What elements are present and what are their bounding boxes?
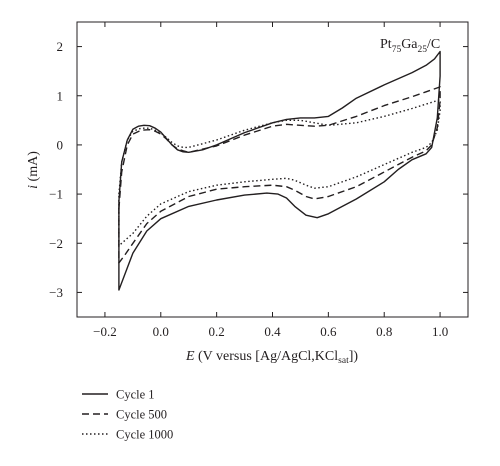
x-tick-label: 1.0 xyxy=(432,324,448,339)
legend: Cycle 1 Cycle 500 Cycle 1000 xyxy=(82,388,173,442)
y-tick-label: 1 xyxy=(57,88,64,103)
legend-label: Cycle 500 xyxy=(116,408,167,422)
y-tick-label: −1 xyxy=(49,187,63,202)
series-line-cycle-1 xyxy=(118,50,441,291)
series-line-cycle-500 xyxy=(118,86,441,264)
tick-marks xyxy=(77,22,468,317)
catalyst-annotation: Pt75Ga25/C xyxy=(380,37,440,55)
y-tick-label: −2 xyxy=(49,236,63,251)
y-axis-label: i (mA) xyxy=(26,151,41,189)
x-tick-label: 0.4 xyxy=(264,324,281,339)
x-tick-labels: −0.2 0.0 0.2 0.4 0.6 0.8 1.0 xyxy=(93,324,448,339)
x-tick-label: −0.2 xyxy=(93,324,117,339)
y-tick-label: −3 xyxy=(49,285,63,300)
y-tick-labels: −3 −2 −1 0 1 2 xyxy=(49,39,63,300)
y-tick-label: 2 xyxy=(57,39,64,54)
legend-label: Cycle 1 xyxy=(116,388,155,402)
y-tick-label: 0 xyxy=(57,137,64,152)
legend-label: Cycle 1000 xyxy=(116,428,173,442)
plot-frame xyxy=(76,21,469,318)
x-tick-label: 0.8 xyxy=(376,324,392,339)
x-tick-label: 0.2 xyxy=(209,324,225,339)
x-axis-label: E (V versus [Ag/AgCl,KClsat]) xyxy=(185,349,358,366)
x-tick-label: 0.6 xyxy=(320,324,337,339)
x-tick-label: 0.0 xyxy=(153,324,169,339)
series-layer xyxy=(118,50,441,291)
